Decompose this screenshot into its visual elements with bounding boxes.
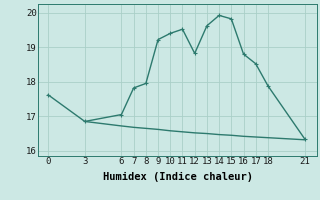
X-axis label: Humidex (Indice chaleur): Humidex (Indice chaleur)	[103, 172, 252, 182]
